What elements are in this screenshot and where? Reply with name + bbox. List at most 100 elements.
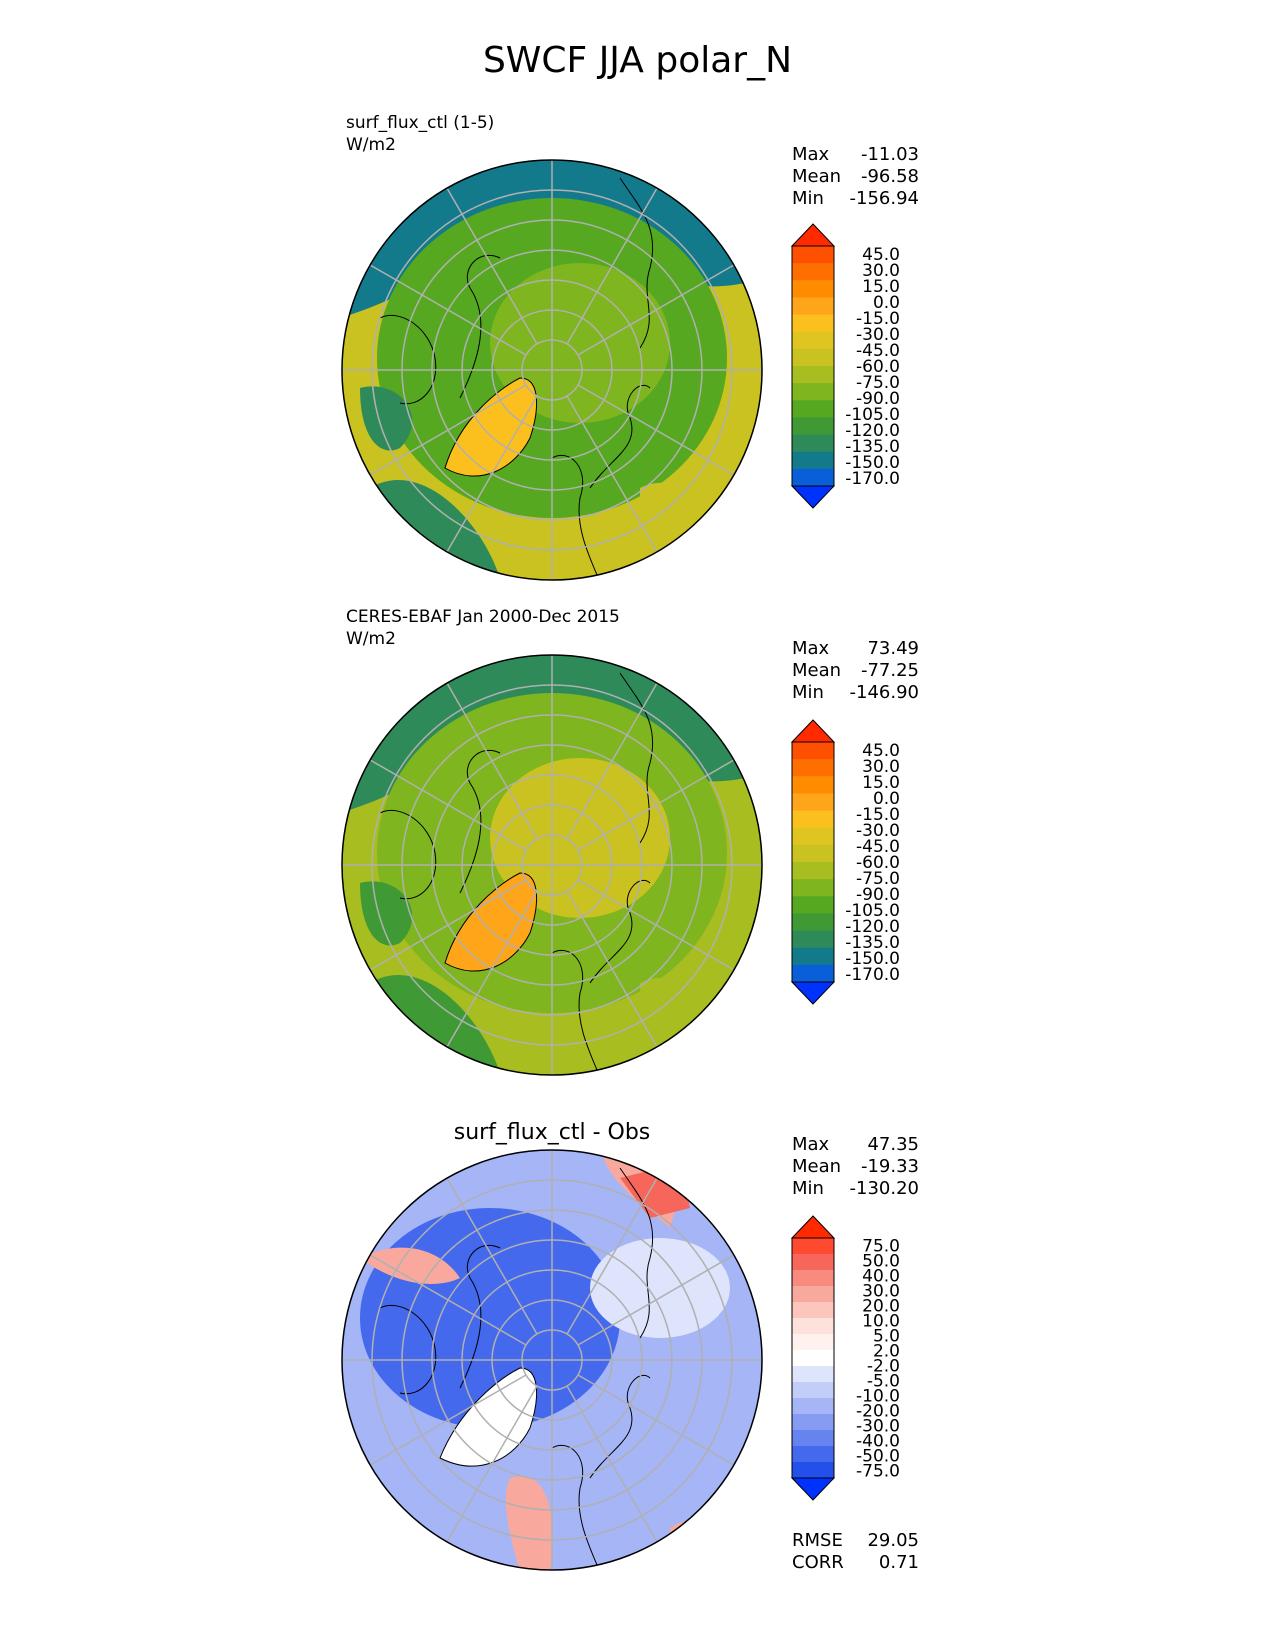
colorbar-band bbox=[792, 776, 834, 794]
positive-anomaly-field-3 bbox=[505, 1476, 553, 1570]
meridian-line bbox=[369, 879, 527, 971]
colorbar-tick-label: -170.0 bbox=[845, 965, 900, 985]
max-label: Max bbox=[792, 1134, 830, 1155]
panel3-stats: Max 47.35 Mean -19.33 Min -130.20 bbox=[792, 1134, 919, 1200]
corr-label: CORR bbox=[792, 1552, 844, 1573]
arctic-ocean-field bbox=[490, 263, 670, 423]
colorbar-band bbox=[792, 1350, 834, 1367]
panel1-polar-map bbox=[341, 159, 763, 581]
panel2-label: CERES-EBAF Jan 2000-Dec 2015 W/m2 bbox=[346, 606, 620, 650]
panel3-title: surf_flux_ctl - Obs bbox=[453, 1120, 651, 1145]
colorbar-tick-label: -90.0 bbox=[856, 885, 900, 905]
coastline bbox=[551, 1445, 601, 1570]
min-value: -130.20 bbox=[849, 1178, 919, 1199]
colorbar-band bbox=[792, 348, 834, 367]
min-label: Min bbox=[792, 682, 824, 703]
colorbar-tick-label: 0.0 bbox=[873, 293, 900, 313]
mean-value: -19.33 bbox=[860, 1156, 919, 1177]
colorbar-band bbox=[792, 417, 834, 436]
colorbar-tick-label: -45.0 bbox=[856, 341, 900, 361]
meridian-line bbox=[577, 264, 735, 356]
colorbar-tick-label: -60.0 bbox=[856, 357, 900, 377]
colorbar-tick-label: 50.0 bbox=[862, 1252, 900, 1272]
colorbar-band bbox=[792, 246, 834, 264]
colorbar-tick-label: -135.0 bbox=[845, 933, 900, 953]
meridian-line bbox=[446, 1177, 538, 1335]
meridian-line bbox=[369, 759, 527, 851]
colorbar-band bbox=[792, 1254, 834, 1271]
field-layer bbox=[342, 160, 762, 580]
colorbar-band bbox=[792, 827, 834, 846]
coastline bbox=[459, 1244, 501, 1389]
map-boundary bbox=[341, 654, 763, 1076]
panel2-stats: Max 73.49 Mean -77.25 Min -146.90 bbox=[792, 638, 919, 704]
meridian-line bbox=[369, 264, 527, 356]
colorbar-tick-label: -45.0 bbox=[856, 837, 900, 857]
colorbar-band bbox=[792, 896, 834, 914]
mean-value: -96.58 bbox=[860, 166, 919, 187]
colorbar-band bbox=[792, 1286, 834, 1303]
colorbar-tick-label: -50.0 bbox=[856, 1447, 900, 1467]
colorbar-band bbox=[792, 947, 834, 966]
colorbar-extend-bottom bbox=[790, 981, 836, 1005]
panel2-units: W/m2 bbox=[346, 629, 396, 649]
panel1-units: W/m2 bbox=[346, 135, 396, 155]
colorbar-band bbox=[792, 451, 834, 470]
colorbar-tick-label: -135.0 bbox=[845, 437, 900, 457]
colorbar-tick-label: 40.0 bbox=[862, 1267, 900, 1287]
coastline bbox=[379, 314, 437, 405]
colorbar-tick-label: 45.0 bbox=[862, 245, 900, 265]
colorbar-band bbox=[792, 1366, 834, 1383]
colorbar-frame bbox=[791, 741, 835, 983]
rmse-label: RMSE bbox=[792, 1530, 843, 1551]
colorbar-tick-label: -105.0 bbox=[845, 405, 900, 425]
colorbar-tick-label: -15.0 bbox=[856, 309, 900, 329]
meridian-line bbox=[369, 384, 527, 476]
panel3-colorbar: 75.050.040.030.020.010.05.02.0-2.0-5.0-1… bbox=[790, 1215, 900, 1501]
coastline bbox=[379, 809, 437, 900]
colorbar-tick-label: -30.0 bbox=[856, 821, 900, 841]
colorbar-tick-label: 5.0 bbox=[873, 1327, 900, 1347]
meridian-line bbox=[566, 682, 658, 840]
colorbar-band bbox=[792, 1398, 834, 1415]
rmse-value: 29.05 bbox=[867, 1530, 919, 1551]
meridian-line bbox=[566, 890, 658, 1048]
diff-metrics: RMSE 29.05 CORR 0.71 bbox=[792, 1530, 919, 1574]
meridian-line bbox=[566, 1385, 658, 1543]
colorbar-extend-bottom bbox=[790, 485, 836, 509]
colorbar-band bbox=[792, 383, 834, 401]
corr-value: 0.71 bbox=[878, 1552, 919, 1573]
colorbar-tick-label: -120.0 bbox=[845, 917, 900, 937]
colorbar-band bbox=[792, 1302, 834, 1319]
colorbar-band bbox=[792, 468, 834, 487]
coastline bbox=[619, 177, 654, 349]
min-value: -146.90 bbox=[849, 682, 919, 703]
meridian-line bbox=[446, 395, 538, 553]
colorbar-tick-label: 75.0 bbox=[862, 1237, 900, 1257]
weak-anomaly-field bbox=[590, 1238, 730, 1338]
colorbar-band bbox=[792, 1318, 834, 1335]
colorbar-tick-label: 0.0 bbox=[873, 789, 900, 809]
colorbar-tick-label: 15.0 bbox=[862, 773, 900, 793]
colorbar-band bbox=[792, 913, 834, 932]
panel1-case-name: surf_flux_ctl (1-5) bbox=[346, 113, 495, 133]
mean-label: Mean bbox=[792, 660, 842, 681]
min-value: -156.94 bbox=[849, 188, 919, 209]
meridian-line bbox=[446, 682, 538, 840]
meridian-line bbox=[566, 395, 658, 553]
meridian-line bbox=[577, 1254, 735, 1346]
meridian-line bbox=[369, 1254, 527, 1346]
mean-label: Mean bbox=[792, 1156, 842, 1177]
colorbar-band bbox=[792, 964, 834, 983]
colorbar-band bbox=[792, 793, 834, 812]
meridian-line bbox=[446, 1385, 538, 1543]
colorbar-band bbox=[792, 297, 834, 316]
colorbar-band bbox=[792, 1414, 834, 1431]
colorbar-band bbox=[792, 862, 834, 880]
colorbar-tick-label: -15.0 bbox=[856, 805, 900, 825]
colorbar-tick-label: -30.0 bbox=[856, 1417, 900, 1437]
colorbar-frame bbox=[791, 1237, 835, 1479]
coastline bbox=[459, 254, 501, 399]
colorbar-tick-label: -150.0 bbox=[845, 949, 900, 969]
colorbar-tick-label: -30.0 bbox=[856, 325, 900, 345]
